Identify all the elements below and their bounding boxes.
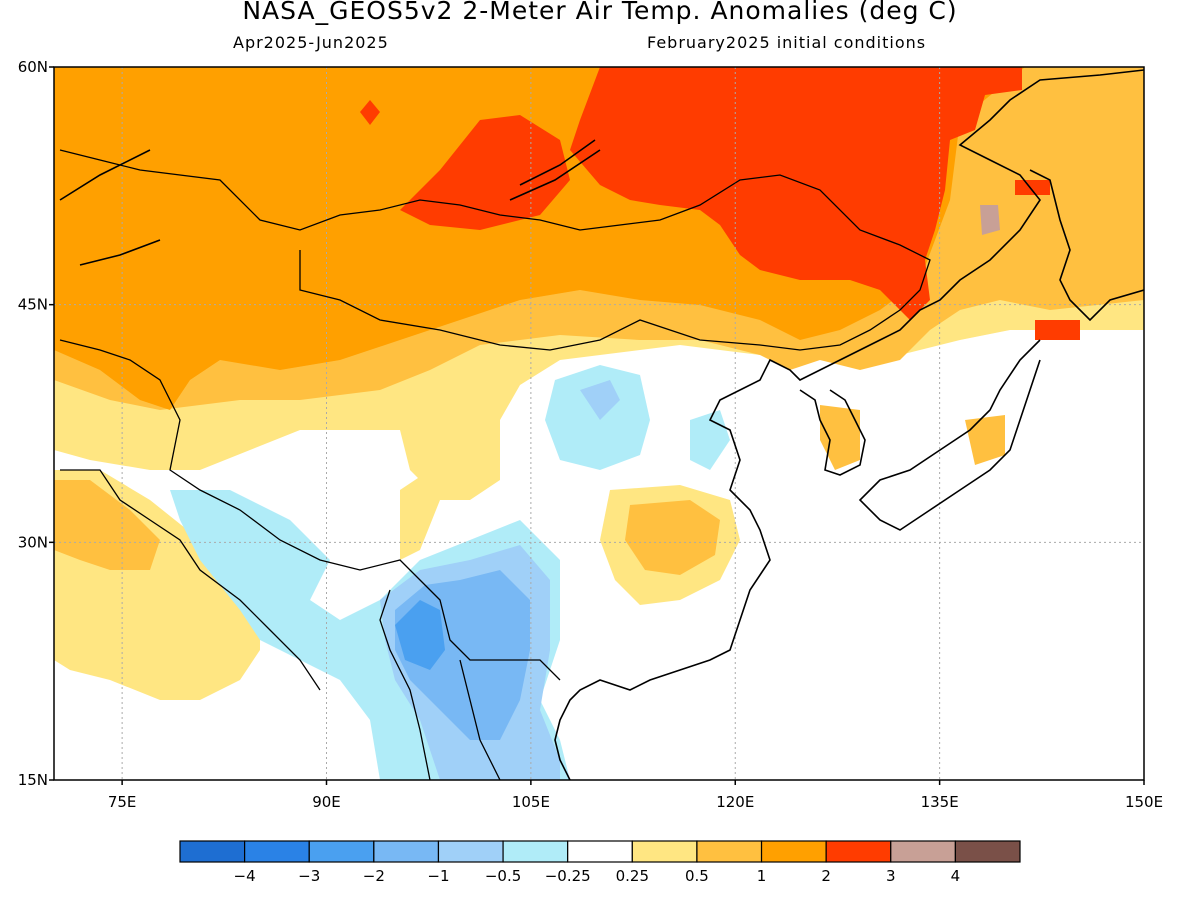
anomaly-region: [400, 115, 570, 230]
colorbar-swatch: [890, 840, 956, 863]
anomaly-region: [570, 67, 1022, 320]
colorbar-swatch: [760, 840, 827, 863]
lat-tick-label: 60N: [18, 58, 48, 76]
lat-tick-label: 45N: [18, 296, 48, 314]
colorbar-label: 4: [951, 867, 961, 885]
lon-tick-label: 120E: [716, 793, 754, 811]
colorbar-label: −2: [363, 867, 385, 885]
colorbar-swatch: [437, 840, 504, 863]
colorbar-swatch: [373, 840, 440, 863]
lon-tick-label: 135E: [921, 793, 959, 811]
initial-conditions: February2025 initial conditions: [647, 33, 927, 52]
colorbar-label: 1: [757, 867, 767, 885]
colorbar-label: 3: [886, 867, 896, 885]
anomaly-region: [400, 470, 440, 560]
coastlines: [59, 69, 1144, 780]
colorbar-label: 0.25: [616, 867, 649, 885]
lon-tick-label: 105E: [512, 793, 550, 811]
anomaly-region: [980, 205, 1000, 235]
forecast-period: Apr2025-Jun2025: [233, 33, 389, 52]
colorbar-swatch: [954, 840, 1021, 863]
colorbar-label: −0.25: [545, 867, 591, 885]
anomaly-region: [820, 405, 860, 470]
colorbar-swatch: [244, 840, 310, 863]
anomaly-region: [545, 365, 650, 470]
longitude-axis: 75E 90E 105E 120E 135E 150E: [108, 780, 1163, 811]
lon-tick-label: 75E: [108, 793, 137, 811]
anomaly-region: [395, 600, 445, 670]
plot-frame: [53, 66, 1145, 781]
lat-tick-label: 15N: [18, 771, 48, 789]
lat-lon-grid: [54, 67, 1144, 780]
colorbar-swatch: [567, 840, 633, 863]
colorbar-swatch: [502, 840, 569, 863]
colorbar-label: 0.5: [685, 867, 709, 885]
colorbar-swatch: [631, 840, 698, 863]
colorbar: −4 −3 −2 −1 −0.5 −0.25 0.25 0.5 1 2 3 4: [179, 840, 1021, 885]
anomaly-region: [360, 100, 380, 125]
lat-tick-label: 30N: [18, 533, 48, 551]
colorbar-label: −3: [298, 867, 320, 885]
country-borders: [59, 149, 931, 780]
anomaly-region: [580, 380, 620, 420]
map-title: NASA_GEOS5v2 2-Meter Air Temp. Anomalies…: [242, 0, 958, 25]
colorbar-swatch: [179, 840, 246, 863]
anomaly-region: [1035, 320, 1080, 340]
colorbar-swatch: [825, 840, 892, 863]
latitude-axis: 60N 45N 30N 15N: [18, 58, 54, 789]
colorbar-label: −1: [427, 867, 449, 885]
lon-tick-label: 90E: [312, 793, 341, 811]
colorbar-label: −0.5: [485, 867, 521, 885]
colorbar-label: −4: [234, 867, 256, 885]
anomaly-field: [54, 67, 1144, 780]
colorbar-label: 2: [821, 867, 831, 885]
anomaly-region: [965, 415, 1005, 465]
anomaly-region: [625, 500, 720, 575]
anomaly-region: [54, 480, 160, 570]
lon-tick-label: 150E: [1125, 793, 1163, 811]
colorbar-swatch: [308, 840, 375, 863]
colorbar-swatch: [696, 840, 763, 863]
anomaly-region: [1015, 180, 1050, 195]
